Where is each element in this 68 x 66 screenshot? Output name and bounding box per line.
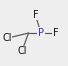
Text: F: F [53, 28, 59, 38]
Text: Cl: Cl [2, 33, 12, 43]
Text: F: F [33, 10, 38, 20]
Text: P: P [38, 28, 44, 38]
Text: Cl: Cl [17, 46, 27, 56]
